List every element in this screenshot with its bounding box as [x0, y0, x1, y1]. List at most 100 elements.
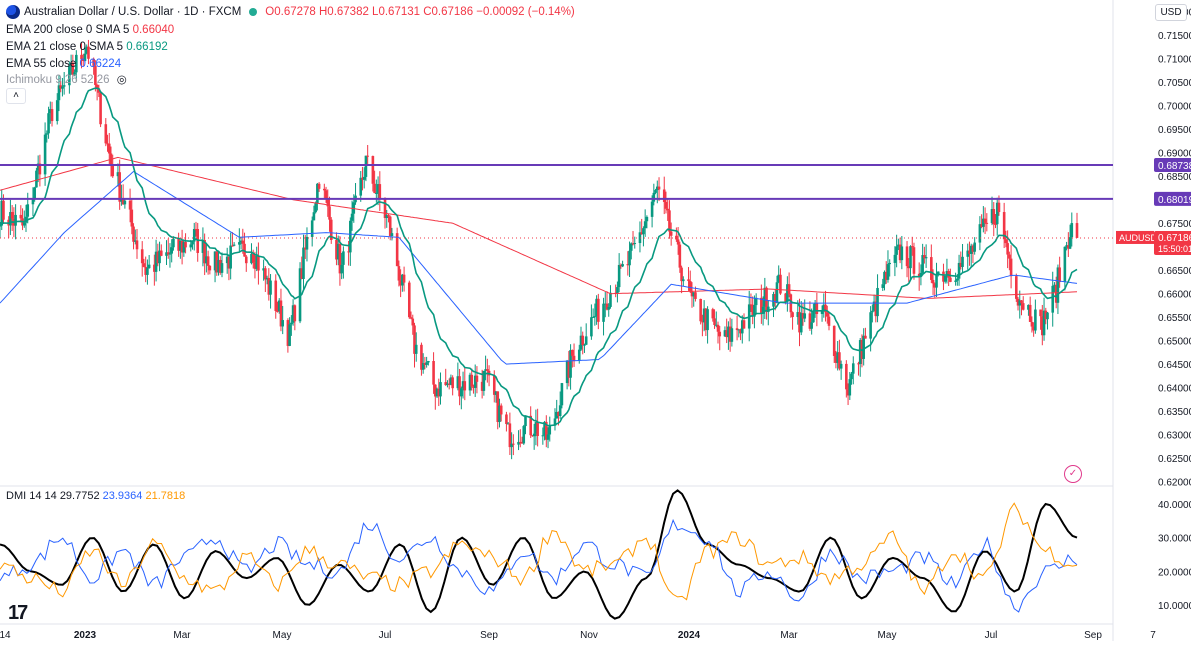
indicator-ichimoku[interactable]: Ichimoku 9 26 52 26 ◎ [6, 73, 127, 87]
eye-hidden-icon[interactable]: ◎ [116, 74, 127, 86]
candle-body [352, 202, 356, 214]
candle-body [935, 274, 938, 288]
candle-body [423, 363, 427, 365]
candle-body [71, 62, 75, 75]
candle-body [55, 100, 59, 122]
candle-body [680, 267, 683, 282]
candle-body [820, 310, 824, 315]
candle-body [104, 124, 108, 144]
symbol-tag [1116, 230, 1154, 244]
candle-body [801, 313, 805, 319]
candle-body [881, 284, 885, 288]
flash-icon[interactable]: ✓ [1064, 465, 1082, 483]
candle-body [168, 253, 172, 255]
candle-body [642, 228, 645, 235]
candle-body [449, 377, 453, 385]
candle-body [749, 304, 753, 306]
candle-body [378, 184, 382, 199]
candle-body [739, 329, 742, 334]
candle-body [158, 250, 161, 264]
candle-body [531, 435, 534, 437]
candle-body [470, 374, 474, 387]
candle-body [664, 202, 668, 209]
chevron-up-icon[interactable]: ˄ [6, 88, 26, 104]
candle-body [945, 271, 949, 277]
candle-body [786, 284, 789, 302]
candle-body [191, 241, 194, 245]
candle-body [862, 335, 865, 359]
candle-body [83, 53, 87, 62]
candle-body [135, 240, 139, 250]
candle-body [898, 244, 902, 261]
currency-button[interactable]: USD [1155, 4, 1187, 21]
candle-body [14, 214, 17, 226]
candle-body [1009, 258, 1013, 277]
candle-body [591, 316, 595, 318]
candle-body [548, 425, 552, 435]
candle-body [668, 210, 671, 232]
candle-body [1004, 239, 1008, 244]
candle-body [402, 274, 406, 283]
candle-body [812, 310, 815, 323]
candle-body [1051, 285, 1055, 313]
candle-body [923, 255, 926, 259]
indicator-ema55[interactable]: EMA 55 close 0.66224 [6, 57, 121, 71]
candle-body [203, 240, 206, 264]
candle-body [118, 172, 121, 202]
candle-body [456, 376, 460, 389]
candle-body [323, 188, 326, 191]
candle-body [520, 441, 524, 444]
indicator-label: EMA 55 close [6, 58, 77, 70]
candle-body [978, 224, 982, 243]
candle-body [427, 361, 430, 363]
candle-body [326, 199, 330, 207]
candle-body [761, 306, 765, 314]
price-tick-label: 0.70000 [1158, 102, 1191, 113]
candle-body [848, 379, 852, 396]
candle-body [813, 303, 817, 311]
candle-body [971, 245, 975, 252]
candle-body [688, 281, 692, 292]
candle-body [678, 244, 682, 268]
candle-body [886, 264, 890, 280]
time-tick-label: Sep [1084, 630, 1102, 641]
candle-body [435, 388, 439, 397]
candle-body [146, 268, 149, 275]
candle-body [362, 176, 366, 180]
indicator-ema200[interactable]: EMA 200 close 0 SMA 5 0.66040 [6, 23, 174, 37]
symbol-tag-label: AUDUSD [1119, 233, 1158, 243]
candle-body [626, 264, 630, 266]
candle-body [784, 293, 787, 302]
tradingview-logo-icon[interactable]: 17 [8, 602, 28, 624]
candle-body [80, 54, 83, 60]
candle-body [1018, 300, 1022, 306]
candle-body [269, 280, 272, 295]
candle-body [1070, 223, 1074, 238]
candle-body [310, 220, 314, 237]
candle-body [177, 239, 180, 251]
candle-body [9, 212, 12, 226]
candle-body [994, 224, 997, 226]
symbol-title[interactable]: Australian Dollar / U.S. Dollar · 1D · F… [24, 6, 242, 18]
candle-body [702, 308, 706, 323]
time-tick-label: Jul [379, 630, 392, 641]
candle-body [949, 277, 952, 282]
candle-body [760, 297, 763, 314]
candle-body [773, 294, 777, 303]
price-tick-label: 0.71500 [1158, 31, 1191, 42]
candle-body [305, 236, 309, 250]
candle-body [1028, 304, 1032, 322]
candle-body [909, 246, 912, 269]
candle-body [213, 251, 217, 271]
candle-body [373, 183, 376, 194]
candle-body [607, 306, 611, 310]
candle-body [22, 222, 26, 226]
dmi-legend[interactable]: DMI 14 14 29.7752 23.9364 21.7818 [6, 489, 185, 503]
indicator-ema21[interactable]: EMA 21 close 0 SMA 5 0.66192 [6, 40, 168, 54]
time-tick-label: 14 [0, 630, 11, 641]
candle-body [170, 247, 173, 254]
candle-body [791, 312, 794, 318]
candle-body [798, 312, 801, 333]
